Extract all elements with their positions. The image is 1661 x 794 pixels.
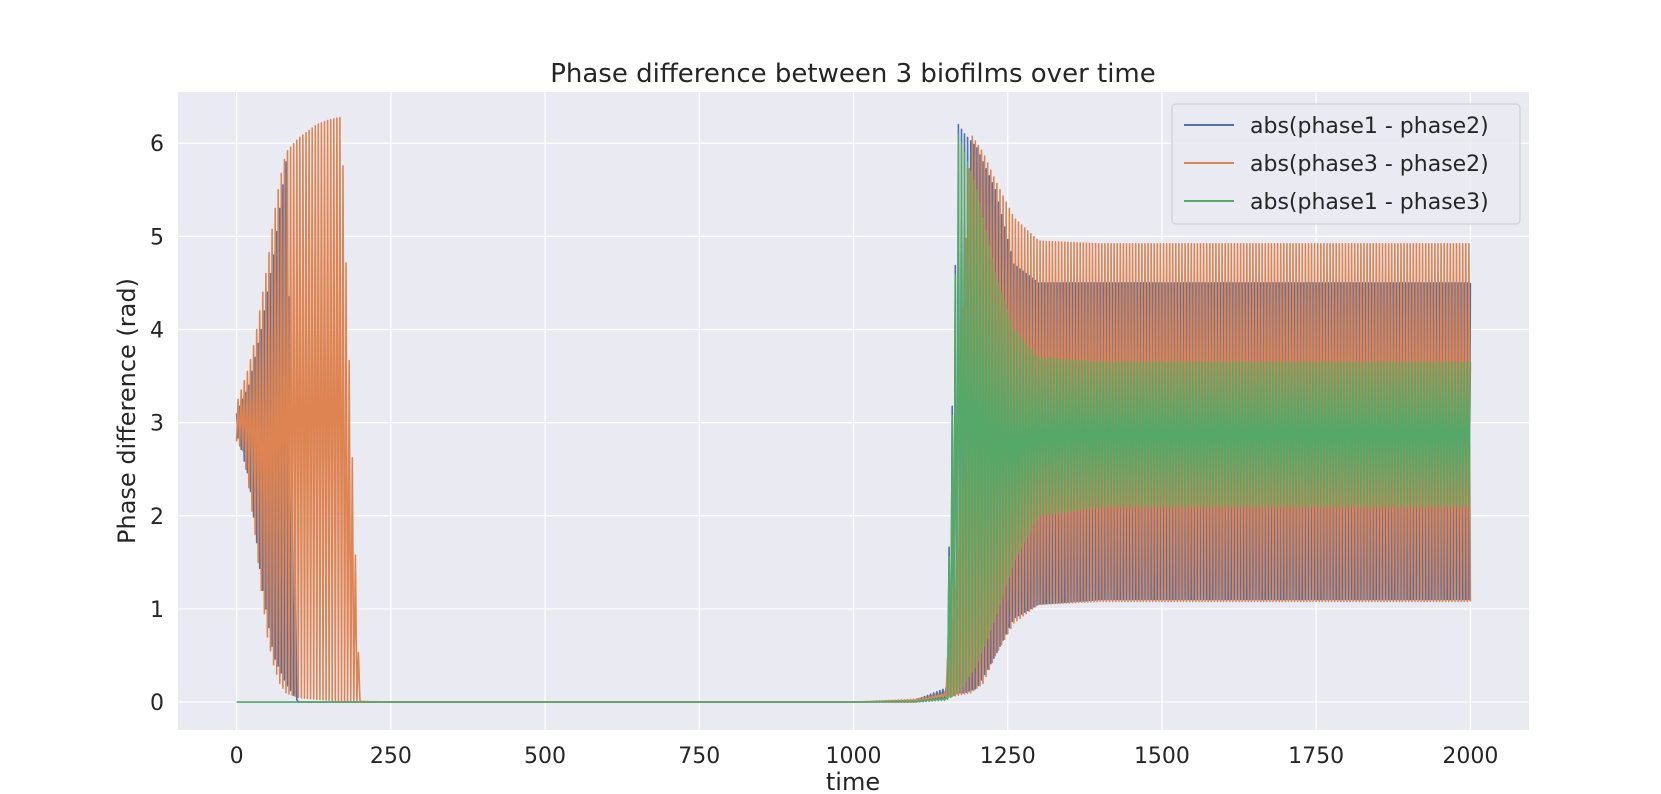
y-tick-label: 5 <box>150 225 164 250</box>
x-tick-label: 0 <box>230 744 244 769</box>
legend: abs(phase1 - phase2) abs(phase3 - phase2)… <box>1171 103 1521 225</box>
y-tick-label: 1 <box>150 598 164 623</box>
x-tick-label: 1000 <box>826 744 882 769</box>
x-tick-label: 2000 <box>1442 744 1498 769</box>
series-line <box>236 133 1472 703</box>
legend-label: abs(phase3 - phase2) <box>1250 152 1489 177</box>
y-tick-label: 0 <box>150 691 164 716</box>
y-axis-label: Phase difference (rad) <box>113 278 141 544</box>
x-axis-label: time <box>826 768 880 794</box>
x-tick-label: 1500 <box>1134 744 1190 769</box>
y-tick-label: 3 <box>150 412 164 437</box>
x-tick-label: 1250 <box>980 744 1036 769</box>
x-tick-label: 1750 <box>1288 744 1344 769</box>
x-tick-label: 250 <box>370 744 412 769</box>
legend-label: abs(phase1 - phase3) <box>1250 190 1489 215</box>
x-tick-label: 500 <box>524 744 566 769</box>
tick-labels: 0 250 500 750 1000 1250 1500 1750 2000 0 1 2 3 4 5 6 <box>150 132 1498 769</box>
series-layer <box>235 116 1472 703</box>
x-tick-label: 750 <box>678 744 720 769</box>
legend-box <box>1171 103 1521 225</box>
legend-label: abs(phase1 - phase2) <box>1250 114 1489 139</box>
chart-title: Phase difference between 3 biofilms over… <box>550 59 1156 89</box>
y-tick-label: 6 <box>150 132 164 157</box>
y-tick-label: 2 <box>150 505 164 530</box>
y-tick-label: 4 <box>150 319 164 344</box>
